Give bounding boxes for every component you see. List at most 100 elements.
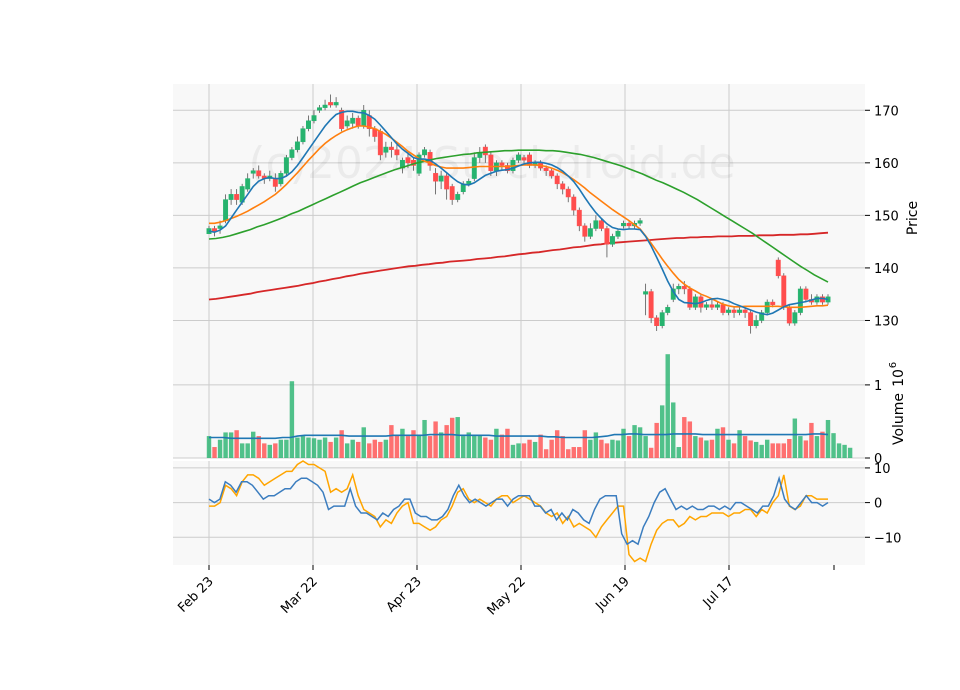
candle-body	[223, 199, 229, 221]
osc-panel-bg	[173, 461, 865, 565]
volume-bar	[527, 439, 532, 458]
volume-bar	[422, 419, 427, 458]
candle-body	[626, 223, 632, 227]
ma-200-layer	[208, 231, 829, 301]
volume-bar	[836, 443, 842, 458]
candle-body	[256, 170, 262, 177]
volume-bar	[842, 444, 847, 458]
volume-tick-label: 0	[874, 452, 882, 467]
candle-body	[576, 209, 582, 227]
candle-body	[615, 230, 621, 237]
candle-body	[764, 301, 770, 313]
price-axis-label: Price	[905, 201, 921, 235]
volume-bar	[472, 434, 477, 458]
candle-body	[245, 178, 251, 190]
volume-panel-bg	[173, 352, 865, 458]
candle-body	[504, 165, 510, 171]
volume-bar	[781, 443, 786, 458]
candle-body	[228, 194, 234, 200]
volume-bar	[825, 419, 831, 458]
volume-bar	[295, 437, 300, 458]
candle-body	[609, 236, 615, 245]
volume-bar	[333, 437, 339, 458]
price-tick-label: 150	[874, 209, 899, 224]
volume-bar	[648, 447, 654, 458]
candle-body	[549, 170, 555, 177]
volume-bar	[367, 443, 372, 458]
candle-body	[306, 120, 311, 129]
candle-body	[416, 154, 422, 174]
price-tick-label: 170	[874, 104, 899, 119]
candle-body	[339, 110, 345, 129]
volume-bar	[776, 443, 781, 458]
price-tick-label: 130	[874, 314, 899, 329]
volume-bar	[803, 440, 809, 458]
volume-bar	[400, 428, 405, 458]
volume-bar	[488, 439, 494, 458]
volume-bar	[521, 443, 527, 458]
candle-body	[654, 317, 660, 326]
volume-bar	[483, 437, 488, 458]
volume-bar	[615, 440, 621, 458]
candle-body	[703, 304, 709, 308]
candle-body	[482, 146, 488, 156]
candle-body	[466, 180, 472, 185]
candle-body	[488, 154, 494, 171]
volume-bar	[748, 440, 753, 458]
volume-bar	[328, 441, 333, 458]
candle-body	[565, 188, 571, 198]
price-panel-bg	[173, 84, 865, 352]
volume-bar	[206, 436, 212, 458]
candle-body	[499, 162, 505, 166]
volume-bar	[262, 443, 267, 458]
x-tick-label: Apr 23	[384, 574, 425, 615]
candle-body	[350, 117, 356, 124]
volume-bar	[510, 444, 516, 458]
candle-body	[377, 131, 383, 156]
candle-body	[709, 304, 715, 308]
candle-body	[405, 157, 411, 164]
volume-bar	[571, 447, 576, 458]
volume-bar	[499, 434, 505, 458]
volume-bar	[704, 440, 709, 458]
volume-bar	[831, 433, 836, 458]
volume-bar	[416, 434, 422, 458]
candle-body	[554, 175, 560, 185]
candle-body	[433, 173, 439, 182]
candle-body	[797, 288, 803, 313]
candle-body	[648, 291, 654, 319]
candle-body	[388, 146, 394, 150]
volume-bar	[344, 443, 350, 458]
candle-body	[759, 312, 765, 321]
candle-body	[692, 296, 698, 308]
volume-bar	[792, 418, 798, 458]
volume-bar	[532, 441, 538, 458]
candle-body	[212, 228, 217, 232]
candle-body	[659, 312, 665, 326]
volume-bar	[405, 436, 411, 458]
volume-bar	[847, 447, 853, 458]
candle-body	[322, 104, 328, 108]
candle-body	[720, 304, 726, 313]
volume-bar	[449, 417, 455, 458]
candle-body	[283, 157, 289, 174]
price-tick-label: 140	[874, 262, 899, 277]
volume-bar	[798, 436, 803, 458]
volume-bar	[300, 436, 306, 458]
candle-body	[438, 175, 444, 182]
volume-bar	[461, 436, 466, 458]
volume-bar	[444, 425, 449, 458]
volume-bar	[554, 430, 560, 458]
candle-body	[311, 115, 317, 122]
volume-bar	[411, 430, 416, 458]
candle-body	[516, 154, 521, 161]
volume-bar	[770, 443, 775, 458]
volume-bar	[317, 439, 322, 458]
volume-bar	[632, 425, 637, 458]
volume-bar	[549, 439, 554, 458]
volume-layer	[206, 354, 853, 458]
volume-bar	[278, 439, 284, 458]
volume-bar	[356, 441, 361, 458]
candle-body	[272, 178, 278, 187]
volume-bar	[671, 402, 676, 458]
